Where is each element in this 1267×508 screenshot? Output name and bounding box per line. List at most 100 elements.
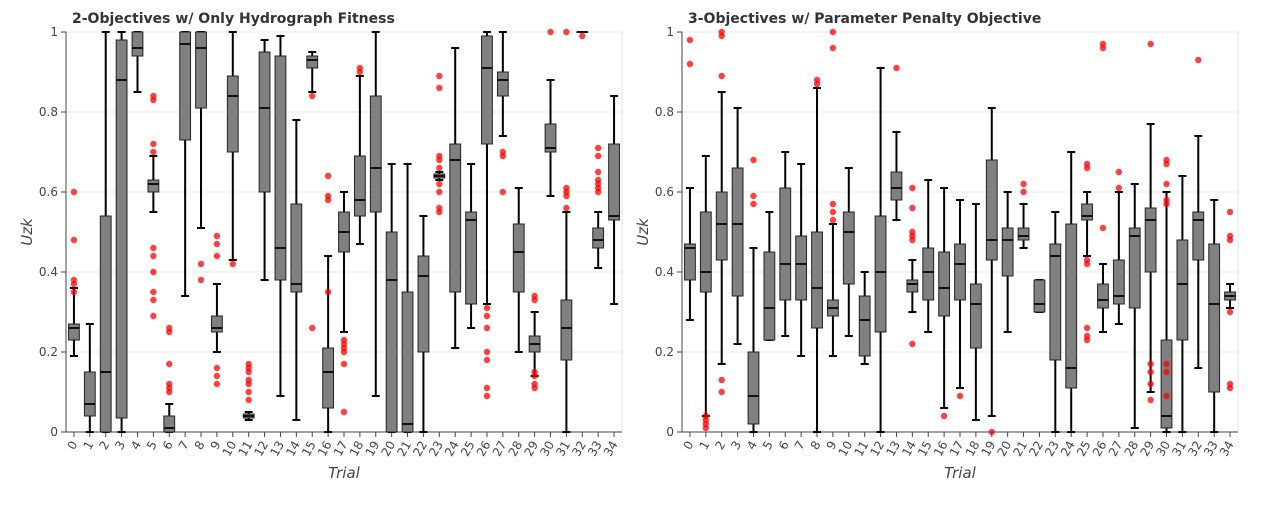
outlier [909, 340, 916, 348]
x-tick-label: 3 [112, 439, 128, 453]
box [969, 283, 982, 349]
outlier [309, 92, 316, 100]
outlier [1163, 392, 1170, 400]
box [842, 211, 855, 285]
outlier [483, 348, 491, 356]
y-tick-label: 0.6 [655, 185, 674, 199]
outlier [356, 68, 364, 76]
outlier [829, 216, 837, 224]
outlier [1115, 184, 1123, 192]
box [496, 71, 509, 97]
x-tick-label: 19 [363, 439, 383, 459]
x-tick-label: 12 [251, 439, 271, 459]
x-tick-label: 11 [852, 439, 872, 459]
outlier [150, 252, 157, 260]
box [747, 351, 760, 425]
outlier [245, 396, 252, 404]
x-tick-label: 14 [899, 439, 919, 459]
outlier [702, 424, 710, 432]
x-tick-label: 31 [553, 439, 573, 459]
y-tick-label: 0 [666, 425, 674, 439]
box [195, 31, 207, 109]
y-tick-label: 0.4 [39, 265, 58, 279]
x-tick-label: 10 [220, 439, 240, 459]
y-tick-label: 0.8 [39, 105, 58, 119]
y-tick-label: 1 [666, 25, 674, 39]
box [811, 231, 823, 329]
outlier [594, 152, 602, 160]
x-tick-label: 34 [1217, 439, 1237, 459]
outlier [1163, 180, 1170, 188]
outlier [1226, 308, 1234, 316]
outlier [213, 240, 221, 248]
outlier [718, 32, 725, 40]
box [874, 215, 887, 333]
x-tick-label: 33 [585, 439, 605, 459]
box [306, 55, 319, 69]
outlier [531, 384, 538, 392]
x-tick-label: 4 [128, 439, 144, 453]
outlier [594, 168, 602, 176]
x-tick-label: 7 [176, 439, 192, 453]
outlier [150, 244, 157, 252]
x-tick-label: 21 [1010, 439, 1030, 459]
outlier [166, 360, 173, 368]
box [1033, 279, 1046, 313]
x-tick-label: 18 [963, 439, 983, 459]
outlier [483, 324, 491, 332]
box [1160, 339, 1173, 429]
x-tick-label: 30 [1153, 439, 1173, 459]
box [385, 231, 398, 433]
box [83, 371, 96, 417]
outlier [436, 84, 443, 92]
box [779, 187, 792, 301]
x-tick-label: 32 [1185, 439, 1205, 459]
x-tick-label: 12 [867, 439, 887, 459]
outlier [1083, 164, 1091, 172]
box [858, 295, 871, 357]
outlier [150, 288, 157, 296]
outlier [483, 392, 491, 400]
outlier [829, 200, 837, 208]
outlier [213, 232, 221, 240]
x-tick-label: 24 [442, 439, 462, 459]
x-tick-label: 26 [1090, 439, 1110, 459]
y-tick-label: 0.6 [39, 185, 58, 199]
box [592, 227, 605, 249]
outlier [483, 304, 491, 312]
outlier [166, 328, 173, 336]
outlier [150, 148, 157, 156]
outlier [324, 288, 332, 296]
box [1017, 227, 1030, 241]
x-tick-label: 26 [474, 439, 494, 459]
box [369, 95, 382, 213]
box [1208, 243, 1221, 393]
outlier [940, 412, 948, 420]
outlier [1163, 360, 1170, 368]
outlier [483, 356, 491, 364]
outlier [483, 384, 491, 392]
y-axis-label: Uzk [634, 217, 652, 246]
outlier [340, 360, 348, 368]
x-tick-label: 14 [283, 439, 303, 459]
outlier [150, 268, 157, 276]
x-tick-label: 7 [792, 439, 808, 453]
outlier [909, 184, 916, 192]
outlier [436, 72, 443, 80]
box [465, 211, 477, 305]
outlier [1099, 224, 1107, 232]
box [985, 159, 998, 261]
x-tick-label: 13 [267, 439, 287, 459]
x-tick-label: 27 [1106, 439, 1126, 459]
x-tick-label: 21 [394, 439, 414, 459]
x-tick-label: 17 [331, 439, 351, 459]
x-tick-label: 6 [160, 439, 176, 453]
outlier [1163, 160, 1170, 168]
x-tick-label: 5 [144, 439, 160, 453]
outlier [813, 80, 821, 88]
outlier [718, 72, 725, 80]
outlier [309, 324, 316, 332]
y-tick-label: 0.4 [655, 265, 674, 279]
box [684, 243, 696, 281]
x-tick-label: 28 [506, 439, 526, 459]
